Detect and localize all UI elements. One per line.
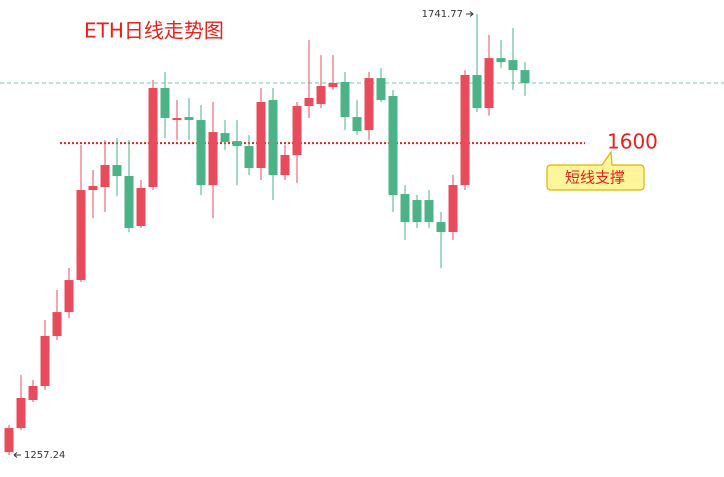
candle-body — [460, 74, 470, 186]
candle-body — [340, 82, 350, 118]
candle-body — [4, 428, 14, 453]
candle-body — [424, 200, 434, 223]
support-value: 1600 — [607, 130, 658, 154]
candle-body — [436, 222, 446, 232]
candle-body — [184, 117, 194, 121]
candle-body — [388, 96, 398, 196]
candle-body — [124, 176, 134, 228]
candle-body — [256, 102, 266, 169]
candle-body — [496, 58, 506, 63]
candle-body — [208, 132, 218, 186]
candle-body — [304, 98, 314, 107]
candle-body — [376, 78, 386, 101]
candle-body — [484, 58, 494, 109]
support-note: 短线支撑 — [565, 169, 625, 187]
candle-body — [160, 88, 170, 119]
callout: 短线支撑 — [546, 150, 645, 191]
high-arrow — [466, 11, 474, 17]
candle-body — [172, 118, 182, 121]
candle-body — [16, 398, 26, 429]
candle-body — [364, 78, 374, 131]
candle-body — [52, 312, 62, 337]
candle-body — [148, 88, 158, 188]
candle-body — [112, 165, 122, 177]
callout-box — [546, 150, 645, 191]
candle-body — [220, 133, 230, 143]
high-label: 1741.77 — [422, 9, 463, 20]
candle-body — [100, 165, 110, 188]
candle-body — [76, 190, 86, 281]
candle-body — [244, 146, 254, 169]
candle-body — [352, 117, 362, 132]
candle-body — [196, 120, 206, 186]
candle-body — [472, 74, 482, 109]
candle-body — [412, 200, 422, 223]
candle-body — [136, 188, 146, 226]
candle-body — [400, 194, 410, 223]
low-label: 1257.24 — [24, 450, 65, 461]
candle-body — [508, 60, 518, 71]
candle-body — [28, 385, 38, 401]
candle-body — [88, 186, 98, 191]
low-arrow — [13, 452, 21, 458]
candle-body — [328, 83, 338, 88]
candle-body — [448, 185, 458, 232]
candle-body — [520, 70, 530, 84]
candle-body — [292, 106, 302, 155]
candle-body — [280, 154, 290, 176]
candle-body — [232, 141, 242, 147]
chart-title: ETH日线走势图 — [84, 19, 224, 43]
candle-body — [316, 86, 326, 105]
candle-body — [268, 100, 278, 176]
candle-body — [40, 336, 50, 386]
candle-body — [64, 280, 74, 313]
